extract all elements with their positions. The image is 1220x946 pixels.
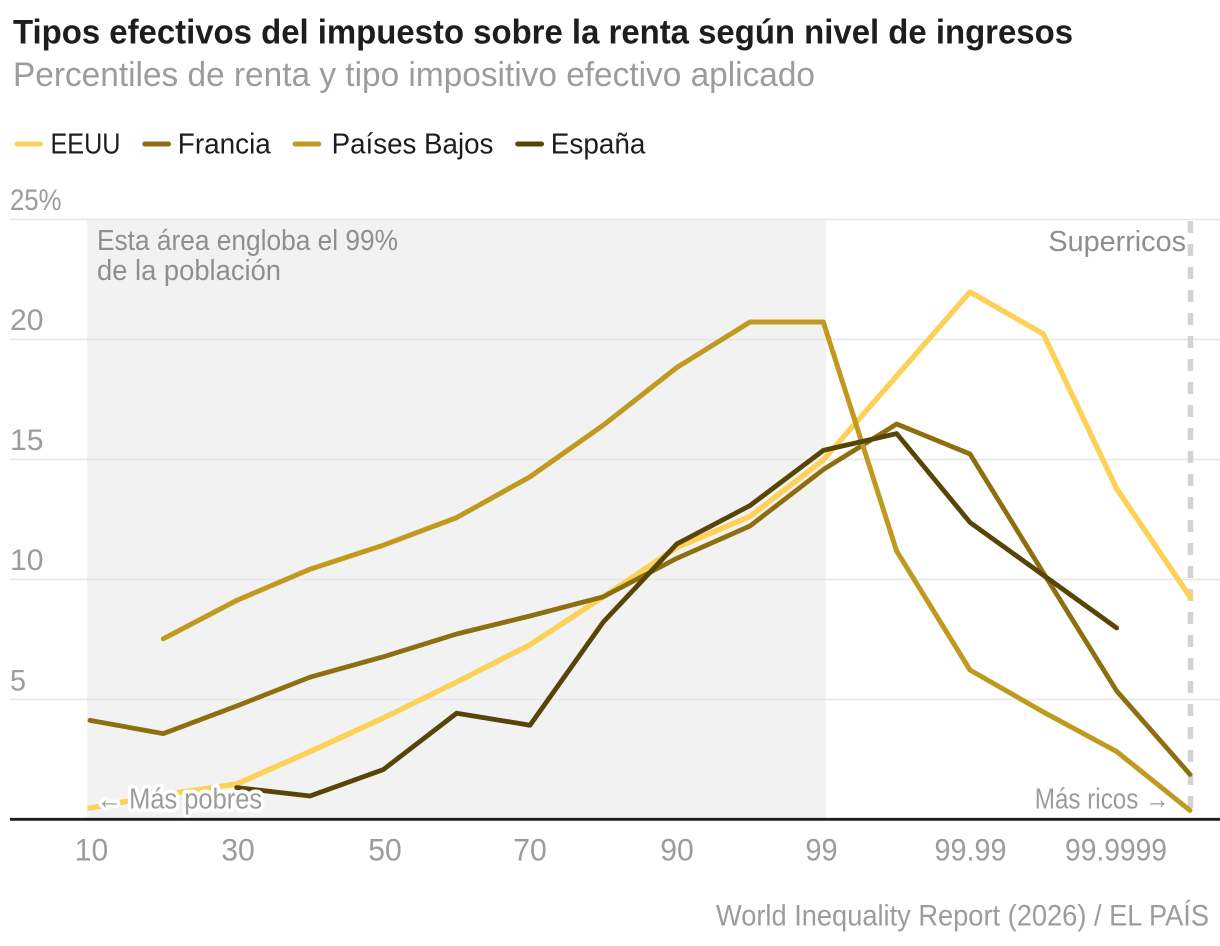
svg-text:Superricos: Superricos (1048, 226, 1186, 258)
svg-text:Percentiles de renta y tipo im: Percentiles de renta y tipo impositivo e… (13, 56, 815, 94)
svg-text:Países Bajos: Países Bajos (332, 128, 494, 160)
svg-text:← Más pobres: ← Más pobres (97, 784, 263, 816)
svg-text:70: 70 (513, 832, 547, 868)
svg-text:5: 5 (10, 665, 26, 698)
svg-text:EEUU: EEUU (51, 128, 121, 160)
svg-text:20: 20 (10, 304, 44, 337)
svg-text:Francia: Francia (178, 128, 271, 160)
svg-text:99.9999: 99.9999 (1065, 832, 1167, 868)
svg-text:de la población: de la población (97, 255, 281, 287)
svg-text:Esta área engloba el 99%: Esta área engloba el 99% (97, 225, 398, 257)
svg-text:99.99: 99.99 (935, 832, 1007, 868)
svg-text:Tipos efectivos del impuesto s: Tipos efectivos del impuesto sobre la re… (13, 14, 1073, 52)
svg-text:90: 90 (660, 832, 694, 868)
svg-text:Más ricos →: Más ricos → (1035, 784, 1170, 816)
svg-text:España: España (551, 128, 646, 160)
svg-text:25%: 25% (10, 184, 62, 217)
svg-text:World Inequality Report (2026): World Inequality Report (2026) / EL PAÍS (716, 900, 1209, 933)
svg-text:15: 15 (10, 424, 44, 457)
svg-text:30: 30 (221, 832, 255, 868)
svg-text:10: 10 (10, 544, 44, 577)
svg-text:99: 99 (806, 832, 838, 868)
svg-text:10: 10 (75, 832, 109, 868)
svg-text:50: 50 (368, 832, 402, 868)
